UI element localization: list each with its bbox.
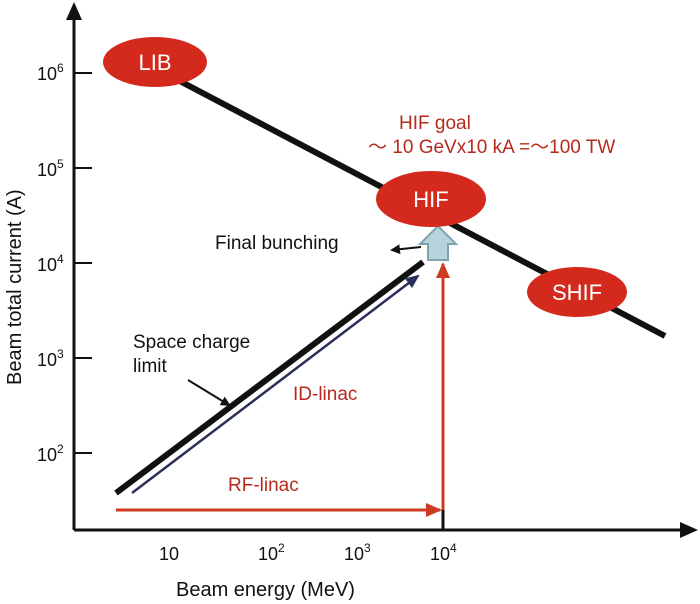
hif-goal-detail: ～ 10 GeVx10 kA =～100 TW bbox=[368, 137, 615, 158]
x-tick-label: 104 bbox=[430, 541, 457, 564]
y-axis-arrowhead bbox=[66, 2, 82, 20]
x-axis-arrowhead bbox=[680, 522, 698, 538]
final-bunching-up-arrow bbox=[417, 224, 459, 261]
id-linac-label: ID-linac bbox=[293, 384, 357, 405]
x-tick-label: 102 bbox=[258, 541, 285, 564]
y-tick-label: 106 bbox=[37, 61, 64, 84]
id-linac-line bbox=[131, 274, 420, 494]
y-tick-label: 104 bbox=[37, 252, 64, 275]
shif-oval-group: SHIF bbox=[527, 267, 627, 317]
y-tick-labels: 106 105 104 103 102 bbox=[37, 61, 64, 465]
space-charge-label-line2: limit bbox=[133, 356, 167, 377]
lib-oval bbox=[103, 37, 207, 87]
space-charge-leader-arrow bbox=[187, 379, 231, 407]
final-bunching-arrow bbox=[390, 244, 422, 255]
x-tick-label: 103 bbox=[344, 541, 371, 564]
shif-oval bbox=[527, 267, 627, 317]
shif-label: SHIF bbox=[552, 280, 602, 305]
y-tick-label: 102 bbox=[37, 442, 64, 465]
y-tick-label: 105 bbox=[37, 157, 64, 180]
space-charge-limit-line bbox=[114, 259, 425, 496]
lib-label: LIB bbox=[138, 50, 171, 75]
hif-oval-group: HIF bbox=[376, 171, 486, 227]
lib-oval-group: LIB bbox=[103, 37, 207, 87]
y-axis-title: Beam total current (A) bbox=[4, 189, 26, 385]
rf-linac-label: RF-linac bbox=[228, 475, 299, 496]
hif-oval bbox=[376, 171, 486, 227]
final-bunching-label: Final bunching bbox=[215, 233, 339, 254]
axes bbox=[66, 2, 698, 538]
x-tick-labels: 10 102 103 104 bbox=[159, 541, 457, 564]
x-axis-title: Beam energy (MeV) bbox=[176, 579, 355, 601]
y-tick-label: 103 bbox=[37, 347, 64, 370]
hif-goal-title: HIF goal bbox=[399, 113, 471, 134]
space-charge-label-line1: Space charge bbox=[133, 332, 250, 353]
hif-label: HIF bbox=[413, 187, 448, 212]
x-tick-label: 10 bbox=[159, 544, 179, 564]
